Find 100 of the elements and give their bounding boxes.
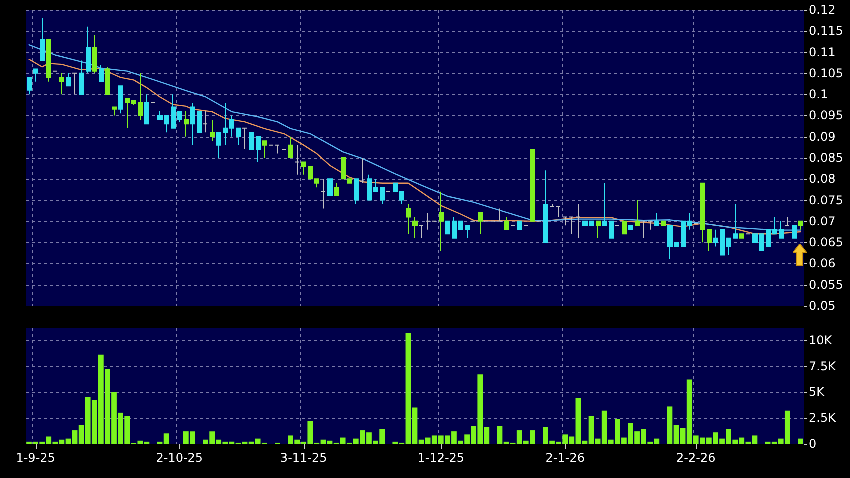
candlestick (707, 229, 712, 252)
y-tick-label: 7.5K (809, 359, 838, 374)
candlestick (27, 77, 32, 96)
y-tick-label: 0.07 (809, 214, 836, 228)
y-tick-label: 0.055 (809, 278, 844, 292)
candlestick (288, 136, 293, 158)
candlestick (439, 191, 444, 252)
y-tick-label: 0.06 (809, 256, 836, 271)
y-tick-label: 0.05 (809, 299, 836, 313)
candlestick (563, 216, 568, 226)
candlestick (190, 102, 195, 146)
candlestick (648, 220, 653, 230)
x-tick-label: 1-12-25 (418, 451, 465, 465)
candlestick (197, 110, 202, 134)
candlestick (517, 220, 522, 230)
candlestick (569, 216, 574, 235)
candlestick (99, 64, 104, 82)
candlestick (203, 110, 208, 134)
y-tick-label: 0.09 (809, 130, 836, 144)
y-tick-label: 0.11 (809, 45, 836, 60)
y-tick-label: 0.1 (809, 88, 828, 102)
candlestick (445, 220, 450, 235)
candlestick (216, 132, 221, 158)
candlestick (380, 187, 385, 206)
candlestick (92, 34, 97, 74)
candlestick (144, 94, 149, 125)
candlestick (406, 204, 411, 235)
candlestick (118, 86, 123, 114)
candlestick (354, 178, 359, 206)
candlestick (596, 220, 601, 239)
candlestick (550, 204, 555, 208)
candlestick (478, 212, 483, 235)
candlestick (635, 200, 640, 226)
candlestick (86, 26, 91, 74)
candlestick (256, 136, 261, 163)
y-tick-label: 0 (809, 437, 817, 451)
candlestick (295, 144, 300, 176)
y-tick-label: 0.105 (809, 66, 844, 80)
candlestick (779, 220, 784, 239)
candlestick (465, 225, 470, 239)
candlestick (576, 204, 581, 239)
y-tick-label: 5K (809, 385, 826, 400)
candlestick (602, 182, 607, 226)
candlestick (236, 128, 241, 146)
candlestick (412, 216, 418, 239)
candlestick (275, 144, 280, 154)
candlestick (242, 128, 248, 150)
candlestick (334, 182, 339, 197)
candlestick (40, 18, 45, 62)
candlestick (426, 212, 431, 230)
candlestick (33, 68, 38, 82)
y-tick-label: 0.085 (809, 151, 844, 165)
candlestick (321, 178, 326, 210)
candlestick (530, 149, 535, 222)
candlestick (798, 220, 803, 230)
candlestick (661, 220, 666, 226)
y-tick-label: 0.075 (809, 193, 844, 208)
y-tick-label: 0.065 (809, 236, 844, 250)
candlestick (46, 39, 51, 82)
y-tick-label: 0.095 (809, 108, 844, 123)
x-tick-label: 2-2-26 (676, 451, 716, 465)
candlestick (622, 220, 627, 235)
candlestick (556, 206, 561, 218)
candlestick (497, 208, 503, 222)
x-tick-label: 2-10-25 (156, 451, 204, 465)
candlestick (733, 204, 738, 239)
candlestick (59, 72, 64, 96)
y-tick-label: 2.5K (809, 411, 838, 426)
x-tick-label: 3-11-25 (280, 451, 328, 465)
candlestick (419, 225, 424, 239)
candlestick (641, 220, 646, 239)
candlestick (138, 72, 143, 120)
bar (798, 438, 804, 444)
candlestick (79, 60, 84, 96)
candlestick (609, 220, 614, 239)
candlestick (504, 216, 509, 230)
y-tick-label: 10K (809, 333, 834, 348)
candlestick (785, 216, 790, 226)
candlestick (249, 132, 254, 150)
candlestick (654, 212, 659, 226)
candlestick (360, 158, 365, 184)
y-tick-label: 0.08 (809, 172, 836, 186)
candlestick (792, 225, 797, 239)
candlestick (543, 170, 548, 244)
y-tick-label: 0.12 (809, 3, 836, 17)
candlestick (301, 162, 306, 176)
candlestick (112, 106, 117, 116)
candlestick (713, 229, 718, 248)
candlestick (739, 234, 744, 239)
candlestick (262, 140, 267, 158)
y-tick-label: 0.115 (809, 24, 844, 38)
candlestick (700, 182, 705, 244)
x-tick-label: 1-9-25 (16, 451, 56, 465)
candlestick (184, 110, 189, 138)
candlestick (66, 72, 71, 87)
candlestick (327, 178, 333, 197)
candlestick (72, 72, 78, 96)
candlestick (105, 66, 110, 96)
candlestick (628, 225, 633, 230)
candlestick (210, 119, 215, 142)
